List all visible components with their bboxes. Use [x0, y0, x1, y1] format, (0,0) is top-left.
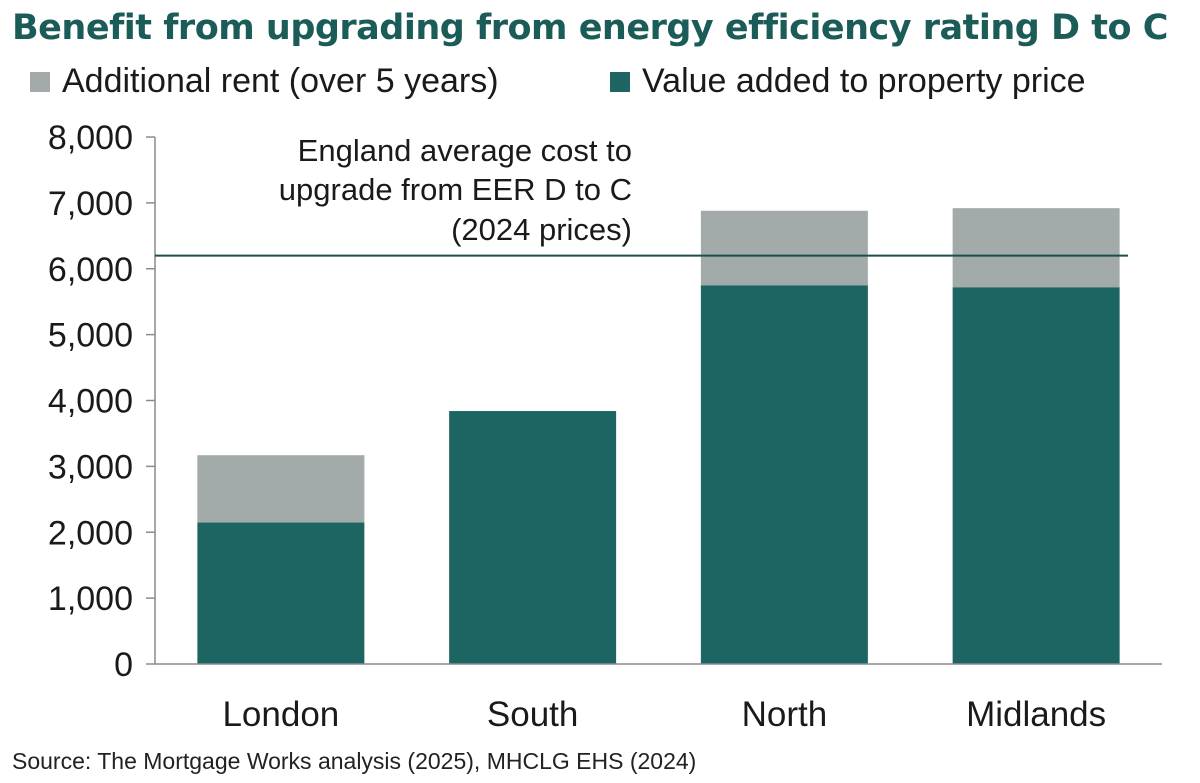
bar-midlands-value-added	[952, 287, 1120, 664]
x-category-label: South	[487, 695, 578, 734]
y-tick-label: 0	[114, 646, 133, 684]
bar-london-value-added	[197, 522, 365, 664]
x-category-label: London	[222, 695, 339, 734]
legend-label-additional-rent: Additional rent (over 5 years)	[62, 62, 499, 100]
y-tick-label: 7,000	[48, 185, 133, 223]
chart-plot: 0 1,000 2,000 3,000 4,000 5,000 6,000 7,000 8,00…	[48, 119, 1162, 734]
legend-item-additional-rent: Additional rent (over 5 years)	[30, 62, 499, 101]
reference-line-label: England average cost to	[298, 133, 632, 168]
bar-midlands-additional-rent	[952, 208, 1120, 288]
legend-item-value-added: Value added to property price	[610, 62, 1086, 101]
y-tick-label: 1,000	[48, 580, 133, 618]
y-tick-label: 2,000	[48, 514, 133, 552]
bar-south-value-added	[449, 411, 617, 664]
x-category-label: North	[742, 695, 828, 734]
chart-title: Benefit from upgrading from energy effic…	[12, 8, 1168, 48]
reference-line-label: (2024 prices)	[451, 212, 632, 247]
y-tick-label: 3,000	[48, 448, 133, 486]
bar-london-additional-rent	[197, 455, 365, 523]
legend-swatch-additional-rent	[30, 71, 50, 92]
x-category-label: Midlands	[966, 695, 1106, 734]
y-tick-label: 8,000	[48, 119, 133, 157]
bar-north-value-added	[700, 285, 868, 664]
reference-line-label: upgrade from EER D to C	[279, 172, 632, 207]
y-tick-label: 5,000	[48, 317, 133, 355]
y-tick-label: 6,000	[48, 251, 133, 289]
legend-label-value-added: Value added to property price	[642, 62, 1086, 100]
bar-north-additional-rent	[700, 210, 868, 286]
y-tick-label: 4,000	[48, 383, 133, 421]
legend: Additional rent (over 5 years) Value add…	[30, 62, 1200, 104]
source-note: Source: The Mortgage Works analysis (202…	[12, 748, 697, 774]
legend-swatch-value-added	[610, 71, 630, 92]
